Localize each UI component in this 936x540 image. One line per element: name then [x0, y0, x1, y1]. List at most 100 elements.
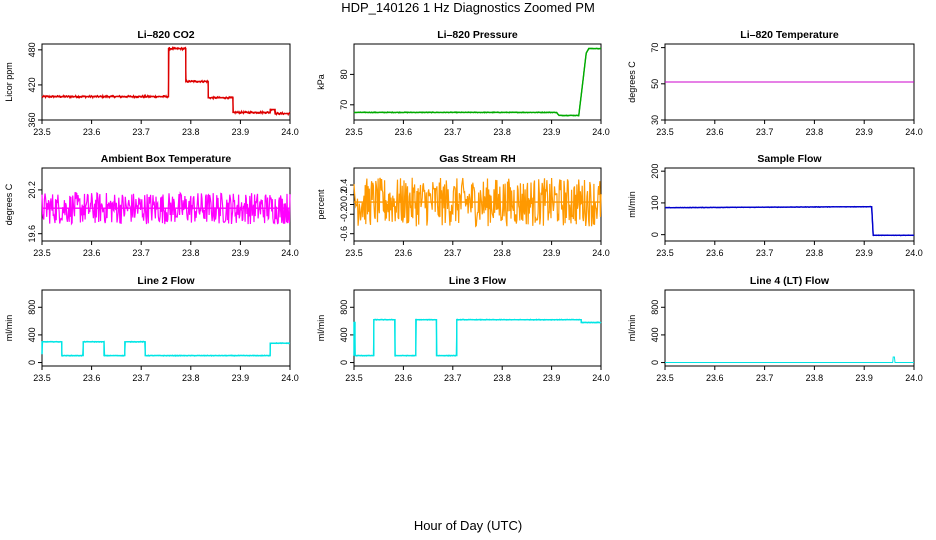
x-tick-label: 23.8	[806, 248, 824, 258]
y-tick-label: 0	[339, 202, 349, 207]
x-tick-label: 23.5	[656, 127, 674, 137]
plot-frame	[41, 43, 291, 121]
x-axis-label: Hour of Day (UTC)	[413, 518, 523, 533]
panel-title: Li–820 Pressure	[437, 29, 518, 41]
x-tick-label: 24.0	[905, 127, 923, 137]
x-tick-label: 24.0	[281, 248, 299, 258]
y-tick-label: 800	[27, 300, 37, 315]
plot-frame	[353, 289, 602, 367]
y-axis-label: degrees C	[627, 61, 637, 103]
chart-panel-9: Line 4 (LT) Flow 23.5 23.6 23.7 23.8 23.9 24.0…	[627, 275, 923, 383]
chart-panel-6: Sample Flow 23.5 23.6 23.7 23.8 23.9 24.0 0 100 2…	[627, 153, 923, 258]
y-tick-label: 0.4	[339, 179, 349, 192]
y-tick-label: 30	[650, 115, 660, 125]
x-tick-label: 23.6	[395, 248, 413, 258]
y-tick-label: -0.6	[339, 226, 349, 242]
x-tick-label: 23.9	[232, 127, 250, 137]
x-tick-label: 24.0	[281, 127, 299, 137]
chart-panel-2: Li–820 Pressure 23.5 23.6 23.7 23.8 23.9 24.0 7…	[316, 29, 610, 137]
panel-title: Ambient Box Temperature	[101, 153, 232, 165]
x-tick-label: 23.7	[132, 373, 150, 383]
chart-panel-8: Line 3 Flow 23.5 23.6 23.7 23.8 23.9 24.0 0 400 8…	[316, 275, 610, 383]
y-axis-label: ml/min	[4, 315, 14, 342]
y-axis-label: ml/min	[627, 315, 637, 342]
plot-frame	[353, 43, 602, 121]
x-tick-label: 24.0	[281, 373, 299, 383]
x-tick-label: 23.7	[444, 373, 462, 383]
x-tick-label: 23.5	[33, 127, 51, 137]
y-tick-label: 0.2	[339, 189, 349, 202]
series-step-outline	[42, 48, 290, 115]
chart-panel-1: Li–820 CO2 23.5 23.6 23.7 23.8 23.9 24.0 360 420…	[4, 29, 299, 137]
y-tick-label: 800	[339, 300, 349, 315]
x-tick-label: 23.7	[756, 248, 774, 258]
x-tick-label: 23.9	[543, 127, 561, 137]
x-tick-label: 23.7	[756, 127, 774, 137]
x-tick-label: 23.8	[493, 373, 511, 383]
x-tick-label: 23.6	[83, 373, 101, 383]
y-tick-label: 800	[650, 300, 660, 315]
x-tick-label: 23.5	[33, 248, 51, 258]
series-line	[665, 356, 914, 363]
series-line	[664, 205, 915, 237]
y-tick-label: 20.2	[27, 181, 37, 199]
x-tick-label: 23.7	[756, 373, 774, 383]
panel-title: Line 3 Flow	[449, 275, 507, 287]
y-tick-label: 0	[650, 360, 660, 365]
x-tick-label: 23.8	[806, 373, 824, 383]
x-tick-label: 23.8	[493, 127, 511, 137]
x-tick-label: 23.5	[33, 373, 51, 383]
panel-title: Li–820 Temperature	[740, 29, 839, 41]
x-tick-label: 23.9	[855, 127, 873, 137]
y-axis-label: kPa	[316, 74, 326, 90]
series-step-outline	[41, 341, 290, 357]
chart-panel-3: Li–820 Temperature 23.5 23.6 23.7 23.8 23.9 24…	[627, 29, 923, 137]
panel-title: Sample Flow	[757, 153, 822, 165]
x-tick-label: 23.5	[345, 373, 363, 383]
x-tick-label: 24.0	[592, 127, 610, 137]
y-axis-label: Licor ppm	[4, 62, 14, 102]
series-line	[353, 47, 602, 117]
y-tick-label: 0	[27, 360, 37, 365]
chart-panel-7: Line 2 Flow 23.5 23.6 23.7 23.8 23.9 24.0 0 400 8…	[4, 275, 299, 383]
series-line	[41, 340, 291, 357]
x-tick-label: 23.6	[83, 248, 101, 258]
x-tick-label: 23.8	[182, 373, 200, 383]
y-tick-label: 70	[650, 43, 660, 53]
x-tick-label: 23.5	[345, 248, 363, 258]
chart-panel-5: Gas Stream RH 23.5 23.6 23.7 23.8 23.9 24.0 -0.…	[316, 153, 610, 258]
series-step-outline	[664, 205, 914, 237]
x-tick-label: 24.0	[592, 373, 610, 383]
y-tick-label: 0	[650, 232, 660, 237]
x-tick-label: 23.9	[855, 373, 873, 383]
x-tick-label: 23.9	[543, 373, 561, 383]
x-tick-label: 23.6	[83, 127, 101, 137]
x-tick-label: 23.9	[232, 373, 250, 383]
plot-frame	[41, 167, 291, 242]
x-tick-label: 23.9	[855, 248, 873, 258]
x-tick-label: 23.5	[656, 373, 674, 383]
chart-panel-4: Ambient Box Temperature 23.5 23.6 23.7 23.8 2…	[4, 153, 299, 258]
x-tick-label: 23.6	[395, 127, 413, 137]
y-tick-label: -0.2	[339, 206, 349, 222]
x-tick-label: 23.7	[444, 127, 462, 137]
x-tick-label: 23.5	[345, 127, 363, 137]
y-tick-label: 70	[339, 100, 349, 110]
y-tick-label: 400	[650, 327, 660, 342]
y-tick-label: 480	[27, 42, 37, 57]
x-tick-label: 23.8	[806, 127, 824, 137]
x-tick-label: 23.7	[132, 127, 150, 137]
x-tick-label: 23.9	[232, 248, 250, 258]
series-step-outline	[354, 47, 601, 117]
panel-title: Line 2 Flow	[137, 275, 195, 287]
x-tick-label: 23.6	[706, 373, 724, 383]
y-tick-label: 400	[27, 327, 37, 342]
x-tick-label: 23.7	[132, 248, 150, 258]
series-line	[41, 45, 291, 117]
x-tick-label: 23.6	[706, 127, 724, 137]
panel-title: Li–820 CO2	[137, 29, 194, 41]
y-tick-label: 360	[27, 112, 37, 127]
x-tick-label: 23.7	[444, 248, 462, 258]
y-tick-label: 100	[650, 195, 660, 210]
y-tick-label: 0	[339, 360, 349, 365]
